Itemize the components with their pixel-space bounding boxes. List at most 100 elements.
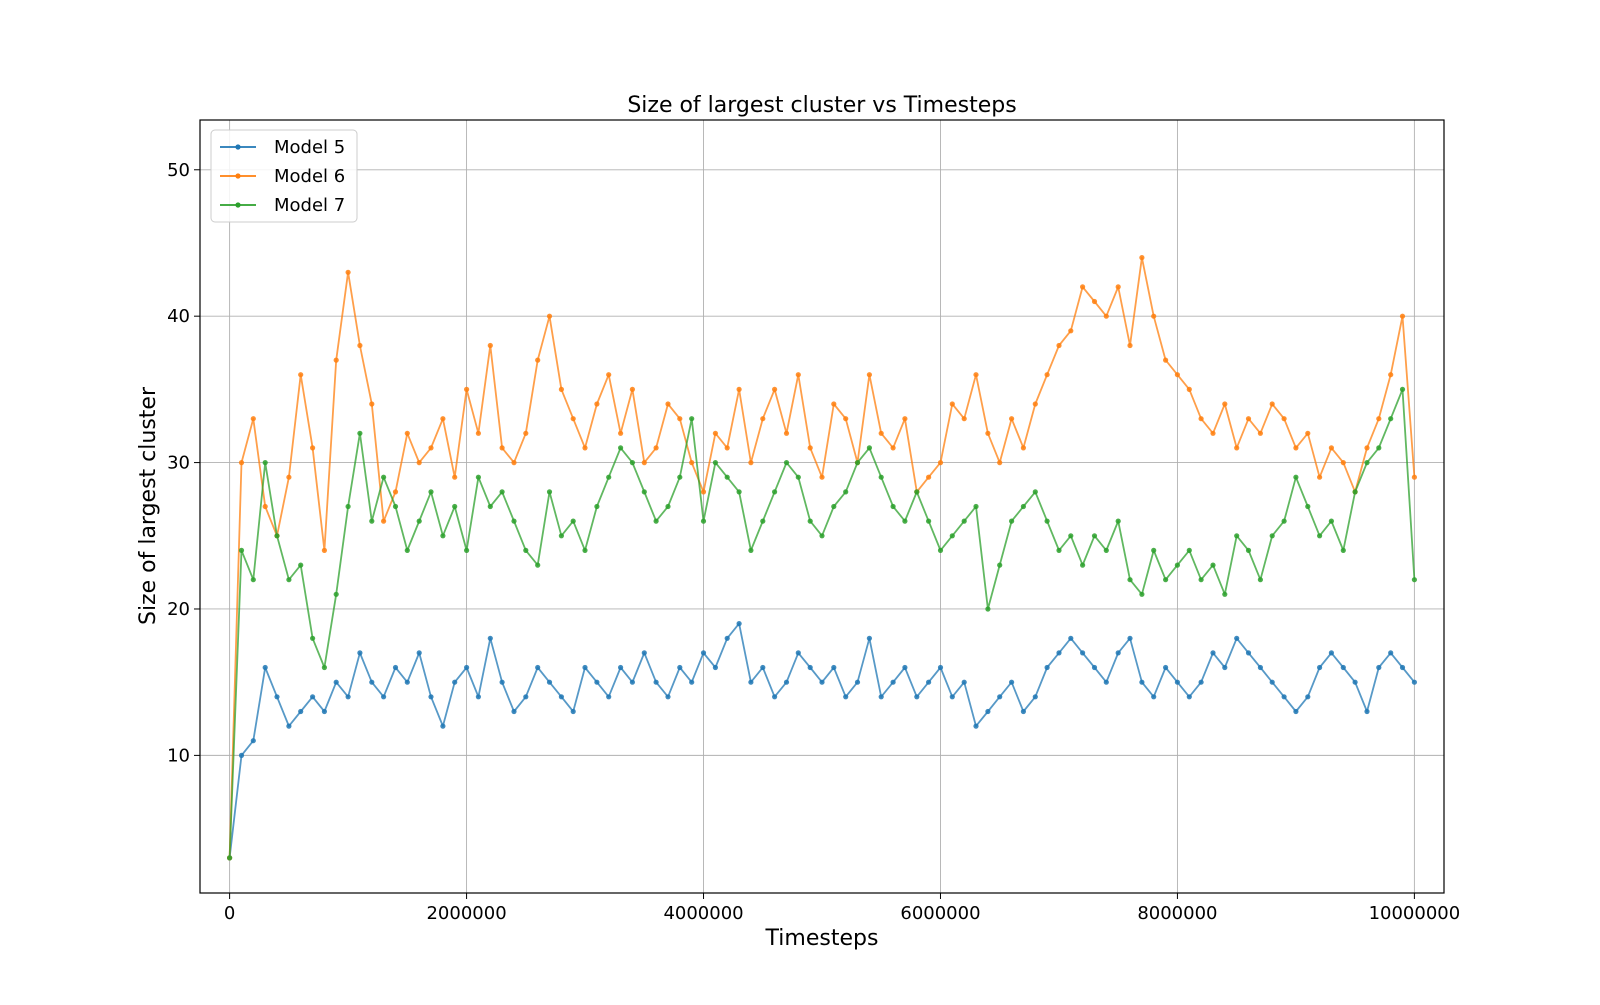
data-point bbox=[511, 708, 517, 715]
data-point bbox=[783, 460, 790, 466]
data-point bbox=[1388, 416, 1394, 422]
data-point bbox=[795, 474, 801, 480]
data-point bbox=[499, 489, 505, 495]
x-tick-label: 4000000 bbox=[663, 903, 743, 924]
data-point bbox=[1068, 533, 1074, 539]
data-point bbox=[511, 460, 517, 466]
data-point bbox=[570, 518, 576, 524]
data-point bbox=[298, 562, 304, 568]
data-point bbox=[997, 460, 1003, 466]
data-point bbox=[1293, 474, 1299, 480]
data-point bbox=[392, 489, 399, 495]
data-point bbox=[345, 694, 351, 700]
data-point bbox=[961, 679, 967, 685]
data-point bbox=[1411, 679, 1417, 685]
data-point bbox=[1222, 664, 1228, 671]
data-point bbox=[902, 664, 908, 671]
data-point bbox=[238, 460, 245, 466]
data-point bbox=[949, 694, 955, 700]
x-axis-ticks: 0 2000000 4000000 6000000 8000000 10000000 bbox=[224, 893, 1460, 924]
data-point bbox=[1234, 445, 1240, 451]
data-point bbox=[831, 503, 837, 510]
data-point bbox=[843, 416, 849, 422]
data-point bbox=[298, 372, 304, 378]
data-point bbox=[1186, 386, 1192, 392]
data-point bbox=[1032, 489, 1038, 495]
data-point bbox=[1364, 708, 1370, 715]
data-point bbox=[1174, 679, 1180, 685]
data-point bbox=[250, 577, 256, 583]
data-point bbox=[831, 664, 837, 671]
data-point bbox=[1068, 328, 1074, 334]
data-point bbox=[1091, 298, 1098, 305]
legend-label: Model 7 bbox=[274, 195, 345, 216]
data-point bbox=[369, 679, 375, 685]
data-point bbox=[712, 664, 719, 671]
x-tick-label: 0 bbox=[224, 903, 235, 924]
data-point bbox=[807, 445, 813, 451]
data-point bbox=[724, 635, 730, 641]
data-point bbox=[1198, 577, 1204, 583]
data-point bbox=[546, 679, 553, 685]
data-point bbox=[1399, 386, 1406, 392]
data-point bbox=[772, 489, 778, 495]
legend-label: Model 6 bbox=[274, 166, 345, 187]
data-point bbox=[1364, 460, 1370, 466]
data-point bbox=[807, 664, 813, 671]
data-point bbox=[594, 679, 600, 685]
data-point bbox=[1091, 664, 1098, 671]
data-point bbox=[653, 679, 659, 685]
data-point bbox=[1257, 430, 1263, 436]
data-point bbox=[464, 547, 470, 554]
data-point bbox=[1009, 416, 1015, 422]
data-point bbox=[582, 445, 588, 451]
data-point bbox=[1151, 694, 1157, 700]
data-point bbox=[310, 445, 316, 451]
data-point bbox=[760, 664, 766, 671]
data-point bbox=[1317, 533, 1323, 539]
data-point bbox=[1210, 650, 1216, 656]
data-point bbox=[262, 664, 268, 671]
data-point bbox=[878, 430, 884, 436]
data-point bbox=[926, 679, 932, 685]
data-point bbox=[1376, 445, 1382, 451]
data-point bbox=[310, 694, 316, 700]
data-point bbox=[1222, 401, 1228, 407]
y-axis-ticks: 10 20 30 40 50 bbox=[167, 160, 200, 766]
data-point bbox=[499, 679, 505, 685]
data-point bbox=[369, 401, 375, 407]
data-point bbox=[475, 474, 481, 480]
data-point bbox=[1317, 474, 1323, 480]
data-point bbox=[1080, 650, 1086, 656]
data-point bbox=[1210, 430, 1216, 436]
data-point bbox=[404, 679, 410, 685]
data-point bbox=[594, 401, 600, 407]
data-point bbox=[1245, 650, 1252, 656]
data-point bbox=[1388, 372, 1394, 378]
data-point bbox=[1163, 664, 1169, 671]
data-point bbox=[428, 489, 434, 495]
data-point bbox=[618, 430, 624, 436]
data-point bbox=[1269, 533, 1275, 539]
y-axis-label: Size of largest cluster bbox=[136, 386, 161, 625]
y-tick-label: 30 bbox=[167, 453, 190, 474]
data-point bbox=[558, 694, 565, 700]
data-point bbox=[1340, 460, 1346, 466]
data-point bbox=[618, 445, 624, 451]
data-point bbox=[440, 723, 446, 729]
data-point bbox=[712, 460, 719, 466]
data-point bbox=[1080, 284, 1086, 290]
y-tick-label: 10 bbox=[167, 745, 190, 766]
data-point bbox=[795, 650, 801, 656]
data-point bbox=[629, 679, 636, 685]
data-point bbox=[1032, 694, 1038, 700]
data-point bbox=[511, 518, 517, 524]
data-point bbox=[724, 445, 730, 451]
data-point bbox=[1411, 577, 1417, 583]
data-point bbox=[890, 445, 896, 451]
plot-frame bbox=[199, 119, 1445, 894]
x-tick-label: 8000000 bbox=[1137, 903, 1217, 924]
data-point bbox=[262, 503, 268, 510]
data-point bbox=[665, 694, 671, 700]
data-point bbox=[1399, 313, 1406, 319]
